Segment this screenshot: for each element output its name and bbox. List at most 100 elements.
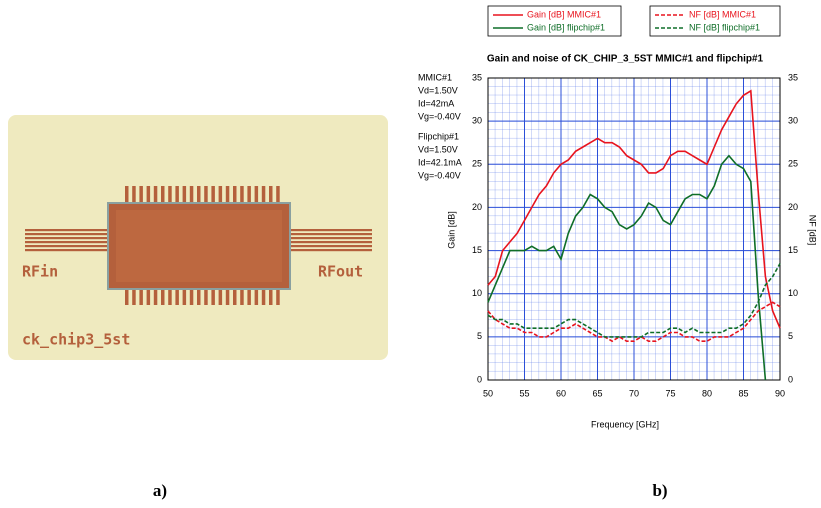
- x-tick-label: 80: [702, 388, 712, 398]
- pad: [125, 186, 129, 203]
- legend-label: NF [dB] flipchip#1: [689, 22, 760, 32]
- pad: [132, 289, 136, 305]
- pad: [290, 241, 372, 244]
- pad: [218, 186, 223, 203]
- series-line: [487, 301, 781, 343]
- annotation: Flipchip#1: [418, 131, 459, 141]
- pad: [25, 237, 108, 240]
- y-tick-label: 15: [472, 245, 482, 255]
- pad: [211, 289, 215, 305]
- pad: [290, 249, 372, 252]
- pad: [146, 289, 151, 305]
- pad: [168, 186, 172, 203]
- y2-tick-label: 0: [788, 374, 793, 384]
- pad: [211, 186, 215, 203]
- pad: [25, 241, 108, 244]
- pads: [25, 186, 372, 305]
- pad: [240, 186, 244, 203]
- x-tick-label: 50: [483, 388, 493, 398]
- y-tick-label: 5: [477, 331, 482, 341]
- x-tick-label: 60: [556, 388, 566, 398]
- pad: [197, 186, 201, 203]
- pad: [290, 233, 372, 236]
- annotation: Vd=1.50V: [418, 144, 458, 154]
- y-tick-label: 20: [472, 202, 482, 212]
- photo-label: RFin: [22, 263, 58, 281]
- chip-photo: RFin RFout ck_chip3_5st: [8, 115, 388, 360]
- pad: [233, 289, 237, 305]
- x-tick-label: 90: [775, 388, 785, 398]
- photo-label: ck_chip3_5st: [22, 331, 130, 349]
- pad: [25, 249, 108, 252]
- pad: [153, 289, 158, 305]
- y2-tick-label: 20: [788, 202, 798, 212]
- pad: [269, 289, 273, 305]
- y2-tick-label: 25: [788, 159, 798, 169]
- pad: [139, 289, 143, 305]
- pad: [132, 186, 136, 203]
- y-tick-label: 30: [472, 116, 482, 126]
- pad: [218, 289, 223, 305]
- y2-tick-label: 5: [788, 331, 793, 341]
- pad: [225, 289, 230, 305]
- pad: [175, 289, 179, 305]
- pad: [153, 186, 158, 203]
- pad: [240, 289, 244, 305]
- pad: [182, 186, 187, 203]
- pad: [25, 229, 108, 232]
- y2-tick-label: 30: [788, 116, 798, 126]
- pad: [168, 289, 172, 305]
- x-tick-label: 65: [592, 388, 602, 398]
- pad: [204, 186, 208, 203]
- pad: [233, 186, 237, 203]
- caption: a): [153, 481, 167, 500]
- pad: [269, 186, 273, 203]
- pad: [261, 186, 266, 203]
- plot-frame: [487, 77, 781, 381]
- pad: [25, 233, 108, 236]
- pad: [247, 289, 251, 305]
- series-line: [487, 154, 767, 381]
- x-tick-label: 55: [519, 388, 529, 398]
- pad: [189, 289, 194, 305]
- y2-axis-label: NF [dB]: [808, 215, 818, 246]
- chart-title: Gain and noise of CK_CHIP_3_5ST MMIC#1 a…: [487, 54, 764, 65]
- y-tick-label: 0: [477, 374, 482, 384]
- x-tick-label: 85: [738, 388, 748, 398]
- x-tick-label: 70: [629, 388, 639, 398]
- pad: [276, 186, 280, 203]
- pad: [290, 229, 372, 232]
- pad: [261, 289, 266, 305]
- pad: [290, 245, 372, 248]
- pad: [182, 289, 187, 305]
- y-axis-label: Gain [dB]: [446, 211, 456, 249]
- annotation: Vd=1.50V: [418, 85, 458, 95]
- pad: [290, 237, 372, 240]
- pad: [204, 289, 208, 305]
- legend-label: Gain [dB] MMIC#1: [527, 9, 601, 19]
- series-line: [487, 89, 781, 329]
- photo-label: RFout: [318, 263, 363, 281]
- annotation: MMIC#1: [418, 72, 452, 82]
- caption: b): [652, 481, 667, 500]
- pad: [197, 289, 201, 305]
- y2-tick-label: 15: [788, 245, 798, 255]
- y-tick-label: 35: [472, 72, 482, 82]
- pad: [146, 186, 151, 203]
- pad: [161, 289, 165, 305]
- x-tick-label: 75: [665, 388, 675, 398]
- pad: [25, 245, 108, 248]
- y2-tick-label: 35: [788, 72, 798, 82]
- y2-tick-label: 10: [788, 288, 798, 298]
- y-tick-label: 25: [472, 159, 482, 169]
- pad: [276, 289, 280, 305]
- pad: [225, 186, 230, 203]
- chip-core: [116, 210, 282, 282]
- pad: [161, 186, 165, 203]
- pad: [175, 186, 179, 203]
- legend-label: Gain [dB] flipchip#1: [527, 22, 605, 32]
- pad: [189, 186, 194, 203]
- y-tick-label: 10: [472, 288, 482, 298]
- x-axis-label: Frequency [GHz]: [591, 419, 659, 429]
